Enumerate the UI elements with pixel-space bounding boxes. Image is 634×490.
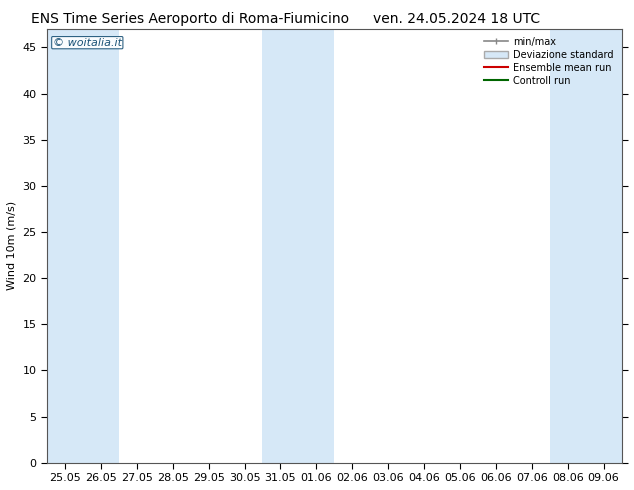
Bar (550, 29, 621, 463)
Text: ENS Time Series Aeroporto di Roma-Fiumicino: ENS Time Series Aeroporto di Roma-Fiumic… (31, 12, 349, 26)
Bar (47, 29, 119, 463)
Y-axis label: Wind 10m (m/s): Wind 10m (m/s) (7, 201, 17, 291)
Text: © woitalia.it: © woitalia.it (53, 38, 122, 48)
Legend: min/max, Deviazione standard, Ensemble mean run, Controll run: min/max, Deviazione standard, Ensemble m… (481, 34, 617, 88)
Bar (262, 29, 334, 463)
Text: ven. 24.05.2024 18 UTC: ven. 24.05.2024 18 UTC (373, 12, 540, 26)
